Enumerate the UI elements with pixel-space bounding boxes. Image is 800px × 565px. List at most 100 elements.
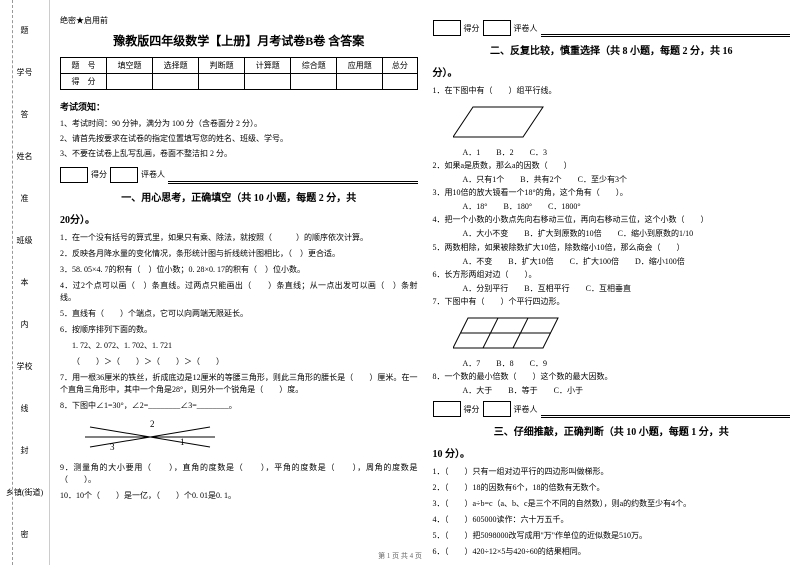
opt: C．互相垂直 [586, 283, 631, 294]
margin-name: 姓名 [17, 151, 33, 162]
question: 5．两数相除，如果被除数扩大10倍，除数缩小10倍，那么商会（ ） [433, 242, 791, 254]
opt: B．180° [503, 201, 532, 212]
opt: A．7 [463, 358, 481, 369]
margin-txt: 内 [21, 319, 29, 330]
score-box [433, 401, 461, 417]
grader-label: 评卷人 [141, 169, 165, 180]
svg-text:1: 1 [180, 437, 185, 447]
th: 综合题 [291, 58, 337, 74]
notice-item: 2、请首先按要求在试卷的指定位置填写您的姓名、班级、学号。 [60, 133, 418, 144]
section2-heading: 二、反复比较，慎重选择（共 8 小题，每题 2 分，共 16 [433, 42, 791, 57]
question: 9．测量角的大小要用（ ），直角的度数是（ ），平角的度数是（ ），周角的度数是… [60, 462, 418, 486]
opt: A．大于 [463, 385, 493, 396]
grader-label: 评卷人 [514, 404, 538, 415]
angle-figure: 3 2 1 [80, 417, 220, 457]
grader-row: 得分 评卷人 [433, 401, 791, 417]
th: 判断题 [199, 58, 245, 74]
score-box [433, 20, 461, 36]
cell [153, 74, 199, 90]
question: 3．58. 05×4. 7的积有（ ）位小数；0. 28×0. 17的积有（ ）… [60, 264, 418, 276]
opt: A．1 [463, 147, 481, 158]
question: 5．直线有（ ）个端点，它可以向两端无限延长。 [60, 308, 418, 320]
judge-q: 2．（ ）18的因数有6个，18的倍数有无数个。 [433, 482, 791, 494]
opt: A．只有1个 [463, 174, 505, 185]
page-footer: 第 1 页 共 4 页 [0, 551, 800, 561]
judge-q: 5．（ ）把5098000改写成用"万"作单位的近似数是510万。 [433, 530, 791, 542]
margin-txt: 准 [21, 193, 29, 204]
cell [199, 74, 245, 90]
opt: A．大小不变 [463, 228, 509, 239]
score-table: 题 号 填空题 选择题 判断题 计算题 综合题 应用题 总分 得 分 [60, 57, 418, 90]
question: 1．在下图中有（ ）组平行线。 [433, 85, 791, 97]
table-row: 题 号 填空题 选择题 判断题 计算题 综合题 应用题 总分 [61, 58, 418, 74]
opt: B．扩大到原数的10倍 [524, 228, 601, 239]
opt: B．互相平行 [524, 283, 569, 294]
opt: B．等于 [508, 385, 537, 396]
th: 填空题 [107, 58, 153, 74]
opt: C．3 [530, 147, 547, 158]
options: A．不变 B．扩大10倍 C．扩大100倍 D．缩小100倍 [463, 256, 791, 267]
question: 7．用一根36厘米的铁丝，折成底边是12厘米的等腰三角形，则此三角形的腰长是（ … [60, 372, 418, 396]
options: A．大小不变 B．扩大到原数的10倍 C．缩小到原数的1/10 [463, 228, 791, 239]
notice-item: 1、考试时间：90 分钟，满分为 100 分（含卷面分 2 分）。 [60, 118, 418, 129]
question: 7．下图中有（ ）个平行四边形。 [433, 296, 791, 308]
judge-q: 4．（ ）605000读作：六十万五千。 [433, 514, 791, 526]
opt: A．不变 [463, 256, 493, 267]
margin-txt: 封 [21, 445, 29, 456]
grader-label: 评卷人 [514, 23, 538, 34]
question: 4．过2个点可以画（ ）条直线。过两点只能画出（ ）条直线；从一点出发可以画（ … [60, 280, 418, 304]
cell [291, 74, 337, 90]
notice-item: 3、不要在试卷上乱写乱画，卷面不整洁扣 2 分。 [60, 148, 418, 159]
section1-heading: 一、用心思考，正确填空（共 10 小题，每题 2 分，共 [60, 189, 418, 204]
th: 题 号 [61, 58, 107, 74]
question: 8．一个数的最小倍数（ ）这个数的最大因数。 [433, 371, 791, 383]
question-sub: （ ）＞（ ）＞（ ）＞（ ） [72, 356, 418, 368]
margin-school: 学校 [17, 361, 33, 372]
right-column: 得分 评卷人 二、反复比较，慎重选择（共 8 小题，每题 2 分，共 16 分）… [433, 15, 791, 560]
grader-line [168, 168, 418, 182]
page-container: 题 学号 答 姓名 准 班级 本 内 学校 线 封 乡镇(街道) 密 绝密★启用… [0, 0, 800, 565]
grader-box [110, 167, 138, 183]
margin-txt: 本 [21, 277, 29, 288]
opt: C．9 [530, 358, 547, 369]
grader-label: 得分 [464, 404, 480, 415]
options: A．1 B．2 C．3 [463, 147, 791, 158]
table-row: 得 分 [61, 74, 418, 90]
th: 选择题 [153, 58, 199, 74]
section1-heading-cont: 20分）。 [60, 211, 418, 226]
section3-heading-cont: 10 分）。 [433, 445, 791, 460]
svg-text:2: 2 [150, 419, 155, 429]
question: 6．按顺序排列下面的数。 [60, 324, 418, 336]
grader-line [541, 21, 791, 35]
th: 总分 [383, 58, 417, 74]
opt: C．缩小到原数的1/10 [618, 228, 694, 239]
grader-line [541, 402, 791, 416]
th: 计算题 [245, 58, 291, 74]
grader-box [483, 401, 511, 417]
opt: B．扩大10倍 [508, 256, 553, 267]
svg-text:3: 3 [110, 442, 115, 452]
grid-parallelogram-figure [453, 313, 563, 355]
opt: B．共有2个 [520, 174, 561, 185]
th: 应用题 [337, 58, 383, 74]
cell [245, 74, 291, 90]
options: A．18° B．180° C．1800° [463, 201, 791, 212]
grader-box [483, 20, 511, 36]
cell [383, 74, 417, 90]
parallelogram-figure [453, 102, 553, 144]
opt: C．小于 [554, 385, 583, 396]
grader-row: 得分 评卷人 [60, 167, 418, 183]
margin-txt: 答 [21, 109, 29, 120]
options: A．大于 B．等于 C．小于 [463, 385, 791, 396]
question: 1．在一个没有括号的算式里，如果只有乘、除法，就按照（ ）的顺序依次计算。 [60, 232, 418, 244]
question-sub: 1. 72、2. 072、1. 702、1. 721 [72, 340, 418, 352]
margin-class: 班级 [17, 235, 33, 246]
fold-line [12, 0, 13, 565]
question: 10．10个（ ）是一亿，（ ）个0. 01是0. 1。 [60, 490, 418, 502]
margin-txt: 密 [21, 529, 29, 540]
question: 4．把一个小数的小数点先向右移动三位，再向右移动三位，这个小数（ ） [433, 214, 791, 226]
left-column: 绝密★启用前 豫教版四年级数学【上册】月考试卷B卷 含答案 题 号 填空题 选择… [60, 15, 418, 560]
opt: C．1800° [548, 201, 581, 212]
section2-heading-cont: 分）。 [433, 64, 791, 79]
options: A．分别平行 B．互相平行 C．互相垂直 [463, 283, 791, 294]
